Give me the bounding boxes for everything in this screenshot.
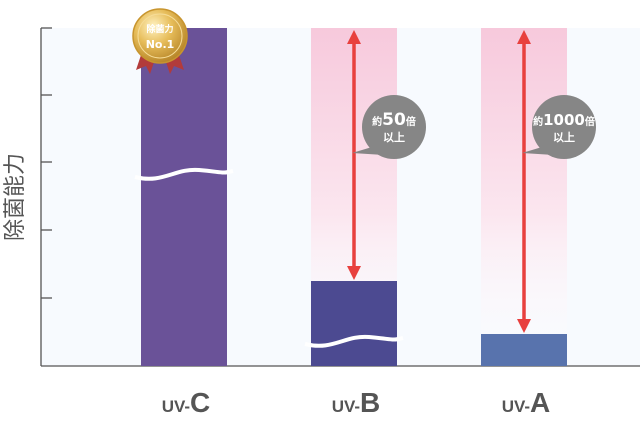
x-tick-prefix: UV- xyxy=(502,397,530,416)
y-axis-label: 除菌能力 xyxy=(3,153,28,241)
medal-line1: 除菌力 xyxy=(146,23,173,35)
x-tick-letter: A xyxy=(530,387,550,418)
y-axis xyxy=(40,27,52,366)
callout-line2: 以上 xyxy=(553,130,575,144)
axis-break-uv-b xyxy=(304,334,404,348)
x-tick-letter: B xyxy=(360,387,380,418)
x-tick-label: UV-B xyxy=(332,387,381,418)
medal-line2: No.1 xyxy=(146,38,175,51)
callout-line2: 以上 xyxy=(383,130,405,144)
callout-prefix: 約 xyxy=(533,115,543,128)
x-tick-label: UV-A xyxy=(502,387,551,418)
arrow-uv-a xyxy=(517,30,531,333)
bar-uv-b xyxy=(311,281,397,366)
bar-uv-a xyxy=(481,334,567,366)
arrow-uv-b xyxy=(347,30,361,280)
callout-prefix: 約 xyxy=(372,115,382,128)
axis-break-uv-c xyxy=(134,167,234,181)
callout-line1: 約1000倍 xyxy=(533,111,595,129)
arrows xyxy=(347,30,531,333)
callout-suffix: 倍 xyxy=(406,115,416,128)
bars xyxy=(134,28,567,366)
callout-suffix: 倍 xyxy=(585,115,595,128)
x-axis-labels: UV-C UV-B UV-A xyxy=(162,387,551,418)
x-tick-prefix: UV- xyxy=(162,397,190,416)
x-tick-label: UV-C xyxy=(162,387,211,418)
x-tick-letter: C xyxy=(190,387,210,418)
medal-icon: 除菌力 No.1 xyxy=(132,8,188,74)
x-tick-prefix: UV- xyxy=(332,397,360,416)
bar-uv-c xyxy=(141,28,227,366)
callout-line1: 約50倍 xyxy=(372,110,416,130)
callout-number: 1000 xyxy=(543,111,585,129)
callout-number: 50 xyxy=(382,110,406,130)
